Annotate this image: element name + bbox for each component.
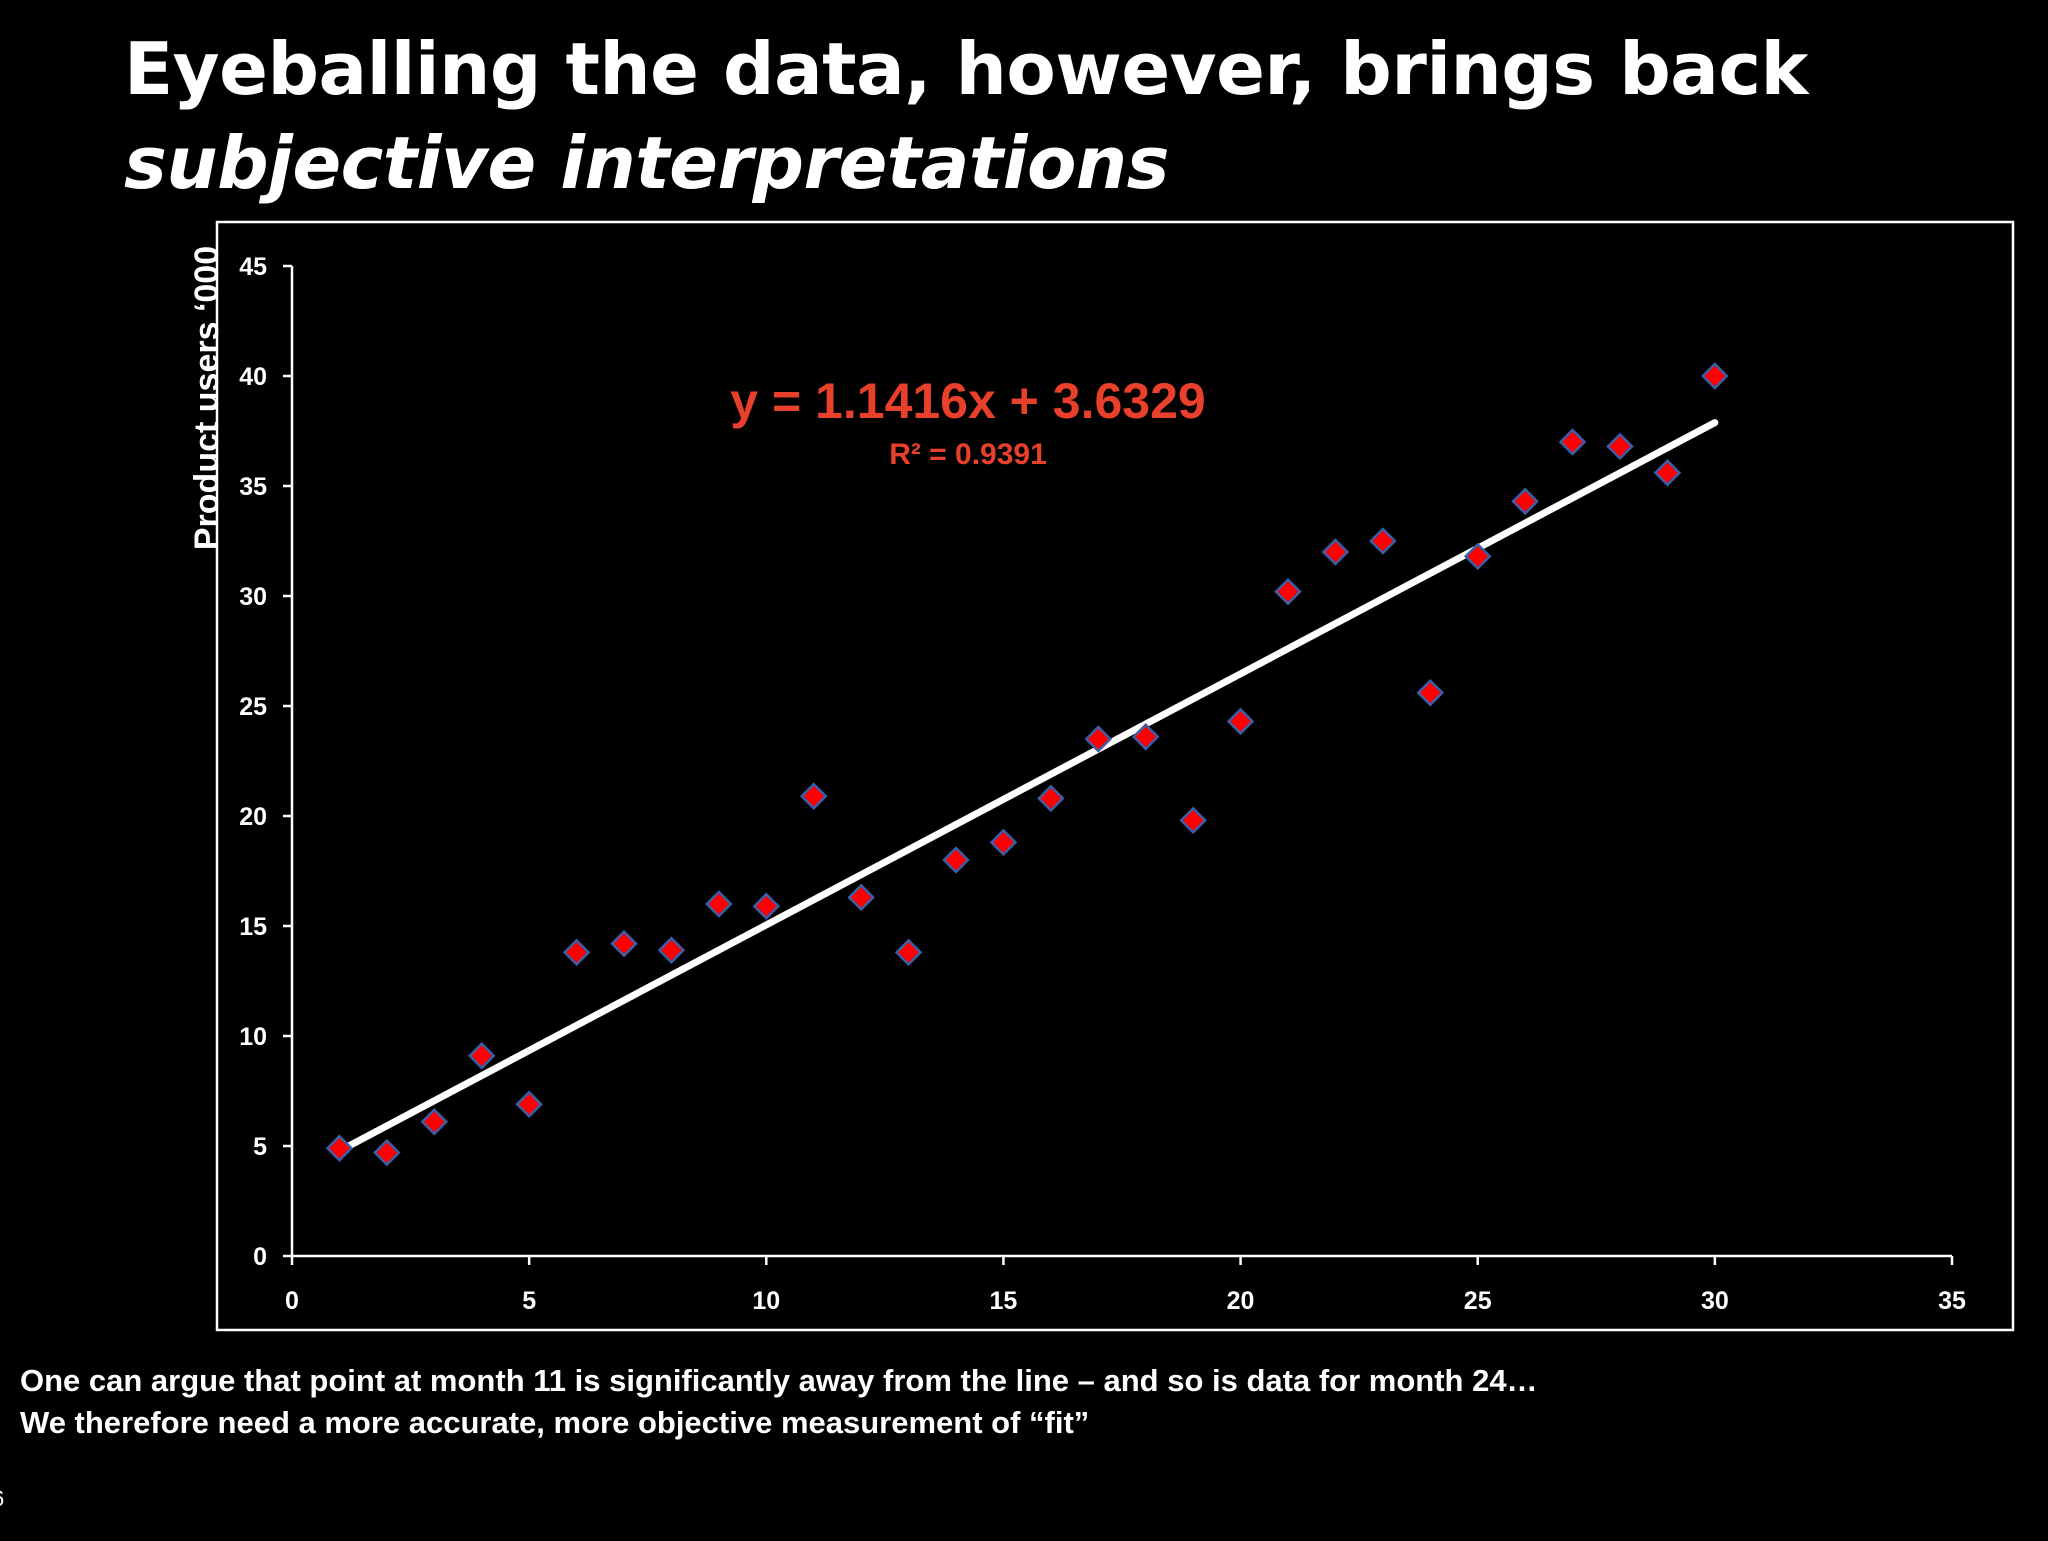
data-point (562, 938, 591, 967)
x-tick-label: 0 (285, 1287, 299, 1315)
data-points (325, 362, 1729, 1167)
x-tick-label: 20 (1227, 1287, 1255, 1315)
y-tick-label: 35 (239, 473, 267, 501)
trendline-equation: y = 1.1416x + 3.6329 (730, 373, 1205, 429)
data-point (1084, 725, 1113, 753)
x-tick-label: 25 (1464, 1287, 1492, 1315)
x-tick-label: 10 (752, 1287, 780, 1315)
data-point (1653, 459, 1682, 487)
data-point (1274, 577, 1302, 606)
data-point (847, 883, 875, 912)
y-tick-label: 40 (239, 363, 267, 391)
data-point (467, 1042, 496, 1070)
data-point (799, 782, 828, 810)
caption-line-1: One can argue that point at month 11 is … (20, 1363, 1538, 1398)
slide-title-emphasis: subjective interpretations (124, 121, 1170, 205)
slide-caption: One can argue that point at month 11 is … (20, 1360, 1920, 1444)
y-tick-label: 5 (253, 1133, 267, 1161)
data-point (1179, 806, 1207, 835)
data-point (420, 1108, 449, 1136)
chart-ticks: 0 5 10 15 20 25 30 35 0 5 10 15 20 25 30 35 40 45 (239, 253, 1966, 1315)
data-point (989, 828, 1018, 857)
trendline-group (335, 419, 1719, 1155)
trendline-r-squared: R² = 0.9391 (889, 438, 1047, 471)
slide-title-plain: Eyeballing the data, however, brings bac… (124, 27, 1808, 111)
y-tick-label: 30 (239, 583, 267, 611)
slide-number: 6 (0, 1486, 4, 1512)
y-tick-label: 45 (239, 253, 267, 281)
chart-axes (290, 266, 1952, 1258)
caption-line-2: We therefore need a more accurate, more … (20, 1405, 1090, 1440)
trendline (335, 419, 1719, 1155)
y-tick-label: 25 (239, 693, 267, 721)
data-point (657, 936, 686, 964)
x-tick-label: 5 (522, 1287, 536, 1315)
data-point (752, 892, 781, 920)
x-tick-label: 15 (990, 1287, 1018, 1315)
data-point (1701, 362, 1729, 390)
data-point (1463, 542, 1492, 571)
data-point (1226, 707, 1255, 736)
data-point (373, 1138, 401, 1167)
y-tick-label: 15 (239, 913, 267, 941)
x-tick-label: 30 (1701, 1287, 1729, 1315)
slide-title: Eyeballing the data, however, brings bac… (124, 22, 2004, 210)
y-tick-label: 0 (253, 1243, 267, 1271)
data-point (1321, 538, 1350, 566)
data-point (1606, 432, 1634, 461)
data-point (1511, 487, 1539, 516)
data-point (1131, 723, 1160, 751)
data-point (515, 1090, 543, 1118)
x-tick-label: 35 (1938, 1287, 1966, 1315)
data-point (942, 846, 970, 874)
y-tick-label: 10 (239, 1023, 267, 1051)
data-point (610, 929, 638, 958)
y-axis-label: Product users ‘000 (188, 246, 226, 550)
y-tick-label: 20 (239, 803, 267, 831)
data-point (1037, 784, 1065, 813)
data-point (894, 938, 923, 967)
data-point (325, 1134, 354, 1162)
data-point (1369, 527, 1397, 555)
data-point (1558, 428, 1587, 456)
chart-frame (215, 220, 2015, 1332)
data-point (1416, 679, 1445, 707)
data-point (705, 890, 733, 918)
